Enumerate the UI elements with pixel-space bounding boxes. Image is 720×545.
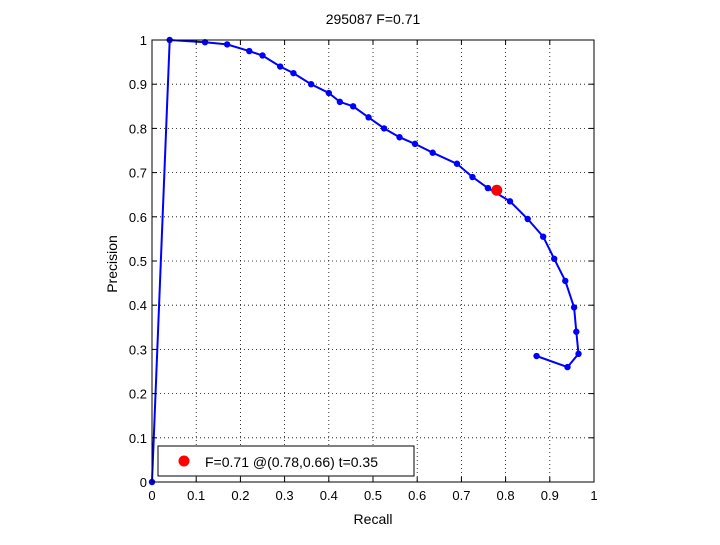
legend-box — [157, 445, 415, 477]
x-tick-label: 0.1 — [187, 488, 205, 503]
x-tick-label: 0.7 — [452, 488, 470, 503]
grid-layer — [152, 40, 594, 482]
pr-curve-point — [562, 277, 569, 285]
pr-curve-point — [307, 81, 315, 88]
x-tick-label: 1 — [590, 488, 597, 503]
x-axis-label: Recall — [354, 511, 393, 527]
pr-curve-point — [325, 89, 332, 97]
x-tick-label: 0.4 — [320, 488, 338, 503]
y-tick-label: 1 — [140, 33, 147, 48]
legend-entry: F=0.71 @(0.78,0.66) t=0.35 — [205, 454, 378, 470]
pr-curve-point — [575, 350, 582, 358]
y-tick-label: 0.8 — [129, 121, 147, 136]
pr-curve-point — [223, 41, 231, 48]
y-tick-label: 0.7 — [129, 166, 147, 181]
pr-curve-point — [336, 98, 344, 106]
pr-curve-point — [365, 114, 372, 121]
y-tick-label: 0.5 — [129, 254, 147, 269]
y-tick-label: 0.3 — [129, 342, 147, 357]
pr-curve-point — [246, 47, 253, 55]
best-f-point — [491, 184, 503, 196]
pr-curve-point — [570, 304, 578, 311]
y-tick-label: 0.2 — [129, 387, 147, 402]
pr-curve-point — [564, 363, 571, 371]
x-tick-label: 0.8 — [497, 488, 515, 503]
pr-curve-point — [429, 149, 436, 156]
chart-title: 295087 F=0.71 — [326, 11, 421, 27]
pr-curve-point — [453, 160, 461, 167]
pr-curve-point — [506, 198, 514, 205]
pr-curve-point — [539, 233, 547, 240]
pr-curve-point — [380, 125, 388, 132]
pr-curve-point — [259, 52, 266, 59]
series-layer — [148, 36, 582, 486]
x-tick-label: 0.2 — [231, 488, 249, 503]
axes-layer: 0 0.1 0.2 0.3 0.4 0.5 0.6 0.7 0.8 0.9 1 0 0.1 0.2 0.3 0… — [129, 33, 598, 503]
pr-curve-point — [276, 63, 284, 70]
y-tick-label: 0.4 — [129, 298, 147, 313]
y-tick-label: 0 — [140, 475, 147, 490]
pr-curve-point — [201, 39, 209, 46]
y-tick-label: 0.9 — [129, 77, 147, 92]
pr-curve-point — [396, 134, 403, 141]
pr-curve-point — [524, 215, 531, 223]
pr-curve-point — [533, 352, 540, 360]
pr-curve-point — [349, 103, 357, 110]
x-tick-label: 0.5 — [364, 488, 382, 503]
y-tick-label: 0.1 — [129, 431, 147, 446]
legend-marker — [178, 455, 190, 467]
pr-curve-point — [484, 184, 492, 192]
pr-curve-point — [573, 328, 580, 335]
legend: F=0.71 @(0.78,0.66) t=0.35 — [157, 445, 415, 477]
pr-curve-point — [469, 173, 476, 181]
y-axis-label: Precision — [104, 235, 120, 293]
pr-curve-point — [290, 69, 297, 77]
pr-curve-point — [551, 255, 558, 262]
x-tick-label: 0 — [148, 488, 155, 503]
y-tick-label: 0.6 — [129, 210, 147, 225]
x-tick-label: 0.9 — [541, 488, 559, 503]
x-tick-label: 0.6 — [408, 488, 426, 503]
x-tick-label: 0.3 — [276, 488, 294, 503]
pr-curve-point — [411, 140, 419, 148]
